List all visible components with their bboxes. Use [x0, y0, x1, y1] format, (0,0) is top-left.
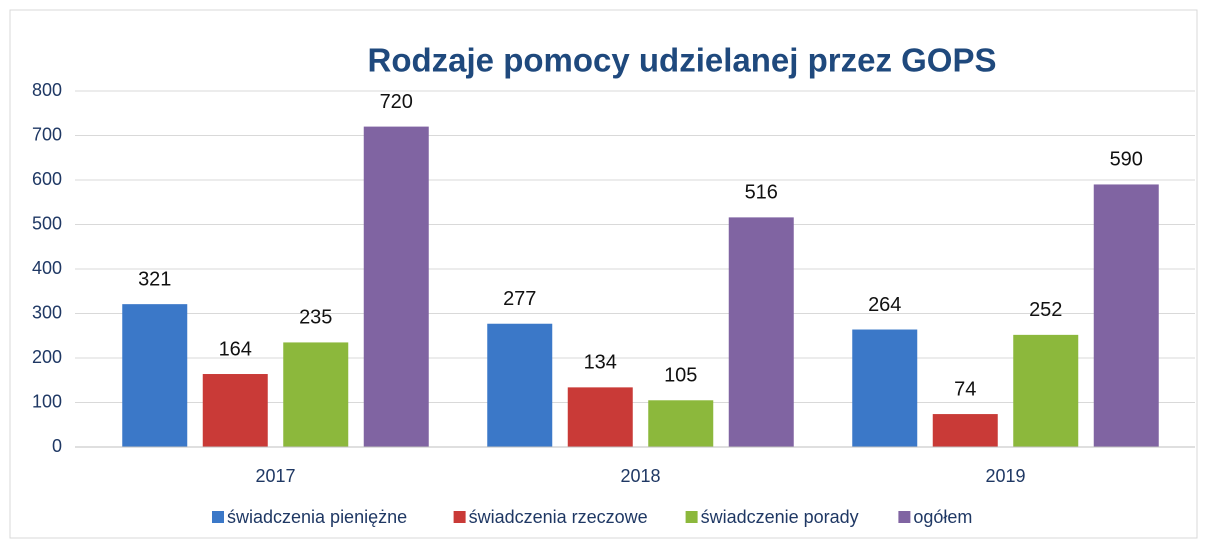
legend-swatch [212, 511, 224, 523]
y-tick-label: 500 [32, 213, 62, 233]
legend-swatch [685, 511, 698, 523]
legend-label: ogółem [913, 507, 972, 527]
data-label: 252 [1029, 299, 1062, 321]
y-tick-label: 400 [32, 258, 62, 278]
data-label: 277 [503, 288, 536, 310]
bar [852, 329, 918, 447]
y-tick-label: 300 [32, 302, 62, 322]
chart-border [9, 9, 1198, 539]
data-label: 74 [954, 378, 976, 400]
data-label: 720 [380, 91, 413, 113]
x-tick-label: 2017 [255, 466, 295, 486]
bar [363, 126, 429, 447]
y-tick-label: 600 [32, 169, 62, 189]
legend-swatch [898, 511, 911, 523]
bar [728, 217, 794, 447]
chart-title: Rodzaje pomocy udzielanej przez GOPS [368, 42, 997, 79]
data-label: 590 [1110, 149, 1143, 171]
data-label: 164 [219, 338, 252, 360]
bar [202, 374, 268, 447]
bar [122, 304, 188, 447]
legend-label: świadczenia pieniężne [227, 507, 407, 527]
y-tick-label: 100 [32, 391, 62, 411]
bar [567, 387, 633, 447]
data-label: 516 [745, 182, 778, 204]
bar [283, 342, 349, 447]
data-label: 134 [584, 352, 617, 374]
x-tick-label: 2019 [985, 466, 1025, 486]
legend-label: świadczenia rzeczowe [469, 507, 648, 527]
bar [1093, 184, 1159, 447]
bar [1013, 334, 1079, 447]
legend-swatch [453, 511, 466, 523]
y-tick-label: 800 [32, 80, 62, 100]
x-tick-label: 2018 [620, 466, 660, 486]
data-label: 105 [664, 365, 697, 387]
bar [932, 414, 998, 447]
data-label: 264 [868, 294, 901, 316]
y-tick-label: 0 [52, 436, 62, 456]
bar [648, 400, 714, 447]
data-label: 235 [299, 307, 332, 329]
y-tick-label: 200 [32, 347, 62, 367]
y-tick-label: 700 [32, 124, 62, 144]
bar [487, 323, 553, 447]
legend-label: świadczenie porady [701, 507, 859, 527]
data-label: 321 [138, 268, 171, 290]
